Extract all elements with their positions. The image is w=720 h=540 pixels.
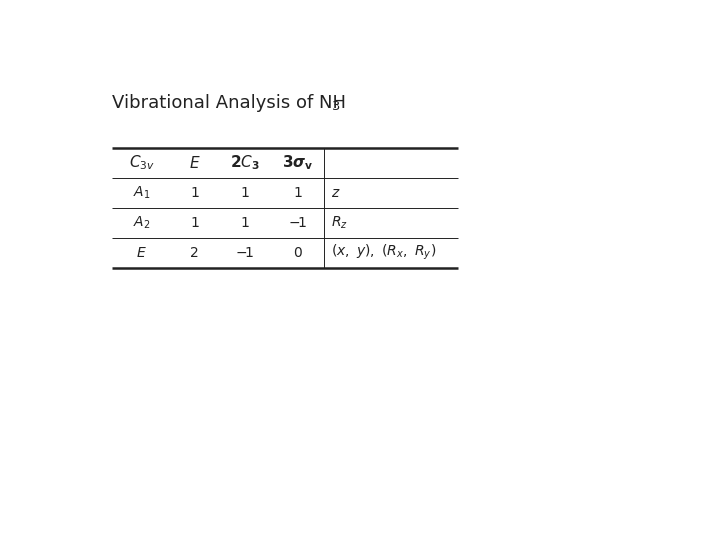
Text: $\mathit{E}$: $\mathit{E}$ bbox=[136, 246, 147, 260]
Text: 1: 1 bbox=[190, 216, 199, 230]
Text: $\mathbf{2\mathit{C}_3}$: $\mathbf{2\mathit{C}_3}$ bbox=[230, 153, 260, 172]
Text: $\mathit{R}_z$: $\mathit{R}_z$ bbox=[331, 214, 348, 231]
Text: 1: 1 bbox=[294, 186, 302, 200]
Text: $(\mathit{x},\ \mathit{y}),\ (\mathit{R}_x,\ \mathit{R}_y)$: $(\mathit{x},\ \mathit{y}),\ (\mathit{R}… bbox=[331, 243, 436, 262]
Text: $\mathit{A}_1$: $\mathit{A}_1$ bbox=[133, 185, 150, 201]
Text: 3: 3 bbox=[331, 100, 339, 113]
Text: 1: 1 bbox=[240, 216, 249, 230]
Text: $\mathbf{\mathit{C}}_{3v}$: $\mathbf{\mathit{C}}_{3v}$ bbox=[129, 153, 155, 172]
Text: $-\!1$: $-\!1$ bbox=[288, 216, 307, 230]
Text: 1: 1 bbox=[190, 186, 199, 200]
Text: Vibrational Analysis of NH: Vibrational Analysis of NH bbox=[112, 94, 346, 112]
Text: 0: 0 bbox=[294, 246, 302, 260]
Text: $-\!1$: $-\!1$ bbox=[235, 246, 254, 260]
Text: $\mathbf{3}\boldsymbol{\sigma}_{\mathbf{v}}$: $\mathbf{3}\boldsymbol{\sigma}_{\mathbf{… bbox=[282, 153, 314, 172]
Text: 1: 1 bbox=[240, 186, 249, 200]
Text: $\mathbf{\mathit{E}}$: $\mathbf{\mathit{E}}$ bbox=[189, 155, 200, 171]
Text: $\mathit{A}_2$: $\mathit{A}_2$ bbox=[133, 214, 150, 231]
Text: $z$: $z$ bbox=[331, 186, 341, 200]
Text: 2: 2 bbox=[190, 246, 199, 260]
